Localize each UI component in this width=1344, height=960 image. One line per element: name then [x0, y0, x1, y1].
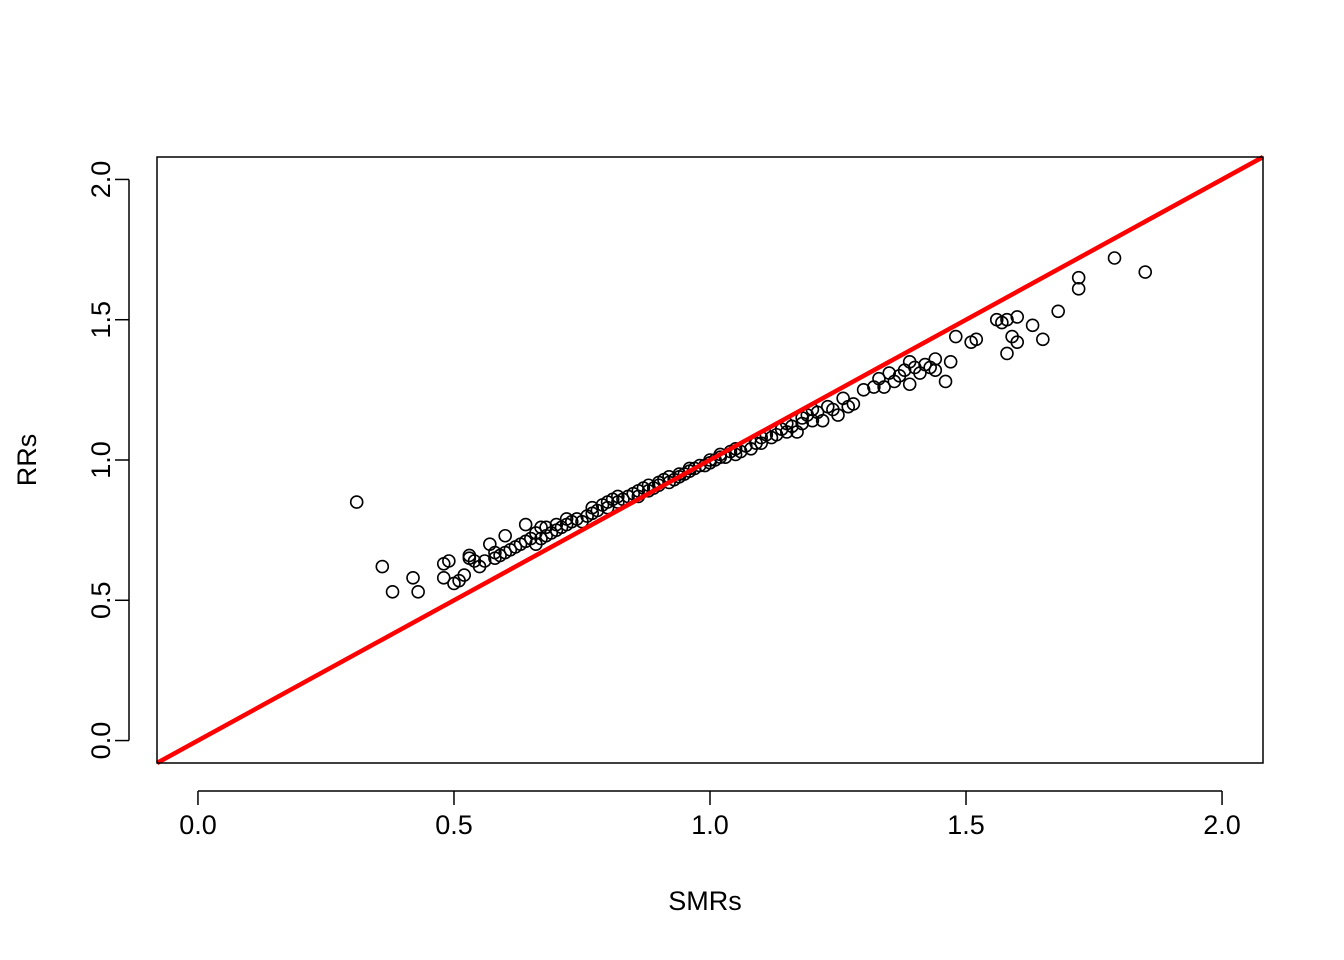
data-point: [877, 380, 891, 394]
data-point: [1036, 332, 1050, 347]
x-tick-label: 2.0: [1203, 810, 1241, 840]
data-point: [831, 408, 845, 422]
data-point: [928, 363, 943, 378]
data-point: [902, 377, 917, 392]
data-point: [1138, 265, 1153, 279]
data-point: [815, 413, 830, 428]
x-tick-label: 0.0: [179, 810, 217, 840]
x-tick-label: 1.5: [947, 810, 985, 840]
data-point: [349, 495, 364, 509]
data-point: [1000, 312, 1014, 327]
y-tick-label: 0.5: [86, 582, 116, 620]
data-point: [703, 453, 717, 467]
plot-marks: [155, 155, 1265, 765]
data-point: [846, 397, 861, 411]
data-point: [1010, 310, 1025, 324]
x-axis-title: SMRs: [668, 886, 742, 916]
data-point: [1071, 270, 1086, 285]
plot-frame: [156, 156, 1264, 764]
data-point: [692, 458, 707, 473]
data-point: [518, 517, 533, 532]
data-point: [943, 355, 958, 369]
data-point: [969, 332, 984, 347]
data-point: [948, 329, 963, 344]
y-axis-title: RRs: [12, 434, 42, 487]
data-point: [856, 383, 871, 397]
axes: 0.0 0.5 1.0 1.5 2.0 0.0 0.5 1.0 1.5 2.0: [86, 161, 1241, 840]
y-tick-label: 1.5: [86, 301, 116, 339]
reference-line: [155, 155, 1265, 765]
x-tick-label: 1.0: [691, 810, 729, 840]
data-point: [1025, 318, 1040, 333]
y-tick-label: 2.0: [86, 161, 116, 199]
data-point: [1010, 335, 1025, 349]
data-point: [411, 585, 425, 599]
data-point: [442, 554, 456, 568]
data-point: [1000, 346, 1014, 361]
data-point: [477, 554, 492, 568]
data-point: [436, 571, 451, 585]
data-point: [385, 585, 400, 599]
data-point: [406, 571, 420, 585]
data-point: [1051, 304, 1065, 319]
data-point: [938, 374, 953, 389]
data-point: [375, 559, 390, 574]
y-tick-label: 0.0: [86, 722, 116, 760]
data-point: [498, 528, 512, 543]
y-tick-label: 1.0: [86, 441, 116, 479]
x-tick-label: 0.5: [435, 810, 473, 840]
data-point: [457, 568, 472, 582]
data-point: [1071, 282, 1086, 296]
data-point: [1107, 251, 1122, 265]
